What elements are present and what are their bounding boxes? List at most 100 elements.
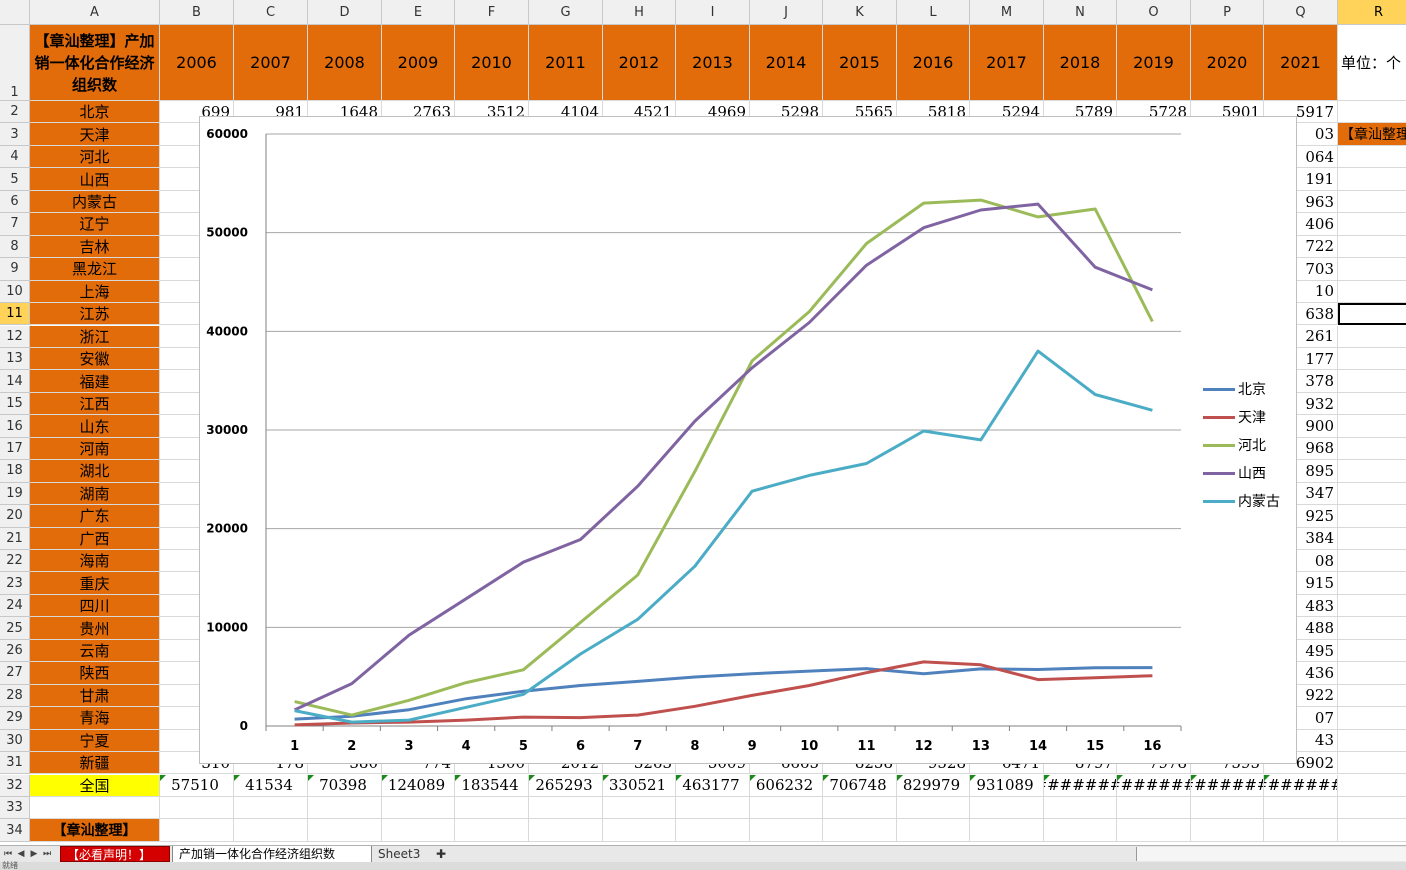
empty-cell[interactable]: [1264, 819, 1338, 842]
row-header-27[interactable]: 27: [0, 662, 30, 685]
data-cell[interactable]: 703: [1264, 258, 1338, 281]
province-cell[interactable]: 甘肃: [30, 684, 160, 708]
empty-cell[interactable]: [1338, 168, 1406, 191]
province-cell[interactable]: 江西: [30, 392, 160, 416]
year-header-cell[interactable]: 2011: [529, 25, 603, 101]
insert-sheet-icon[interactable]: ✚: [436, 847, 447, 861]
province-cell[interactable]: 海南: [30, 550, 160, 573]
column-header-e[interactable]: E: [382, 0, 455, 25]
row-header-31[interactable]: 31: [0, 752, 30, 775]
empty-cell[interactable]: [529, 796, 603, 820]
year-header-cell[interactable]: 2015: [823, 25, 897, 101]
data-cell[interactable]: 483: [1264, 594, 1338, 618]
row-header-16[interactable]: 16: [0, 415, 30, 438]
year-header-cell[interactable]: 2017: [970, 25, 1044, 101]
data-cell[interactable]: 915: [1264, 572, 1338, 595]
empty-cell[interactable]: [308, 796, 382, 820]
column-header-q[interactable]: Q: [1264, 0, 1338, 25]
province-cell[interactable]: 宁夏: [30, 729, 160, 753]
row-header-5[interactable]: 5: [0, 168, 30, 191]
empty-cell[interactable]: [676, 796, 750, 820]
empty-cell[interactable]: [382, 796, 455, 820]
data-cell[interactable]: 064: [1264, 145, 1338, 169]
empty-cell[interactable]: [455, 796, 529, 820]
province-cell[interactable]: 河北: [30, 145, 160, 169]
column-header-n[interactable]: N: [1044, 0, 1117, 25]
empty-cell[interactable]: [1338, 640, 1406, 663]
selected-cell[interactable]: [1338, 303, 1406, 326]
year-header-cell[interactable]: 2018: [1044, 25, 1117, 101]
empty-cell[interactable]: [1338, 730, 1406, 753]
province-cell[interactable]: 云南: [30, 639, 160, 663]
empty-cell[interactable]: [1338, 101, 1406, 124]
row-header-12[interactable]: 12: [0, 325, 30, 348]
total-value-cell[interactable]: 265293: [529, 774, 603, 797]
data-cell[interactable]: 177: [1264, 347, 1338, 371]
empty-cell[interactable]: [160, 819, 234, 842]
empty-cell[interactable]: [750, 819, 823, 842]
row-header-30[interactable]: 30: [0, 729, 30, 753]
data-cell[interactable]: 488: [1264, 617, 1338, 640]
total-value-cell[interactable]: 70398: [308, 774, 382, 797]
row-header-14[interactable]: 14: [0, 370, 30, 393]
province-cell[interactable]: 新疆: [30, 752, 160, 775]
next-sheet-icon[interactable]: ▶: [30, 849, 38, 859]
empty-cell[interactable]: [1338, 326, 1406, 348]
province-cell[interactable]: 北京: [30, 101, 160, 124]
column-header-h[interactable]: H: [603, 0, 676, 25]
province-cell[interactable]: 辽宁: [30, 213, 160, 236]
empty-cell[interactable]: [234, 796, 308, 820]
province-cell[interactable]: 上海: [30, 280, 160, 304]
data-cell[interactable]: 384: [1264, 527, 1338, 550]
empty-cell[interactable]: [1338, 572, 1406, 595]
empty-cell[interactable]: [1338, 797, 1406, 820]
row-header-18[interactable]: 18: [0, 460, 30, 483]
empty-cell[interactable]: [382, 819, 455, 842]
row-header-22[interactable]: 22: [0, 550, 30, 573]
total-value-cell[interactable]: 183544: [455, 774, 529, 797]
column-header-d[interactable]: D: [308, 0, 382, 25]
data-cell[interactable]: 638: [1264, 303, 1338, 326]
empty-cell[interactable]: [1338, 550, 1406, 573]
total-value-cell[interactable]: #######: [1044, 774, 1117, 797]
empty-cell[interactable]: [1191, 796, 1264, 820]
column-header-m[interactable]: M: [970, 0, 1044, 25]
data-cell[interactable]: 43: [1264, 729, 1338, 753]
province-cell[interactable]: 四川: [30, 594, 160, 618]
row-header-33[interactable]: 33: [0, 796, 30, 820]
empty-cell[interactable]: [1338, 528, 1406, 550]
tab-organizations[interactable]: 产加销一体化合作经济组织数: [172, 846, 372, 862]
province-cell[interactable]: 山西: [30, 168, 160, 191]
province-cell[interactable]: 湖南: [30, 482, 160, 506]
empty-cell[interactable]: [1338, 775, 1406, 797]
empty-cell[interactable]: [823, 819, 897, 842]
row-header-19[interactable]: 19: [0, 482, 30, 506]
row-header-28[interactable]: 28: [0, 684, 30, 708]
empty-cell[interactable]: [603, 819, 676, 842]
row-header-11[interactable]: 11: [0, 303, 30, 326]
row-header-3[interactable]: 3: [0, 123, 30, 146]
data-cell[interactable]: 378: [1264, 370, 1338, 393]
total-value-cell[interactable]: 330521: [603, 774, 676, 797]
empty-cell[interactable]: [1338, 258, 1406, 281]
year-header-cell[interactable]: 2009: [382, 25, 455, 101]
total-value-cell[interactable]: 829979: [897, 774, 970, 797]
province-cell[interactable]: 青海: [30, 707, 160, 730]
empty-cell[interactable]: [1338, 483, 1406, 506]
empty-cell[interactable]: [1338, 685, 1406, 708]
row-header-6[interactable]: 6: [0, 190, 30, 214]
empty-cell[interactable]: [970, 796, 1044, 820]
province-cell[interactable]: 内蒙古: [30, 190, 160, 214]
empty-cell[interactable]: [676, 819, 750, 842]
empty-cell[interactable]: [1191, 819, 1264, 842]
province-cell[interactable]: 广西: [30, 527, 160, 550]
row-header-9[interactable]: 9: [0, 258, 30, 281]
year-header-cell[interactable]: 2010: [455, 25, 529, 101]
empty-cell[interactable]: [1338, 819, 1406, 842]
province-cell[interactable]: 福建: [30, 370, 160, 393]
empty-cell[interactable]: [1117, 796, 1191, 820]
province-cell[interactable]: 广东: [30, 505, 160, 528]
year-header-cell[interactable]: 2014: [750, 25, 823, 101]
row-header-21[interactable]: 21: [0, 527, 30, 550]
empty-cell[interactable]: [1044, 819, 1117, 842]
